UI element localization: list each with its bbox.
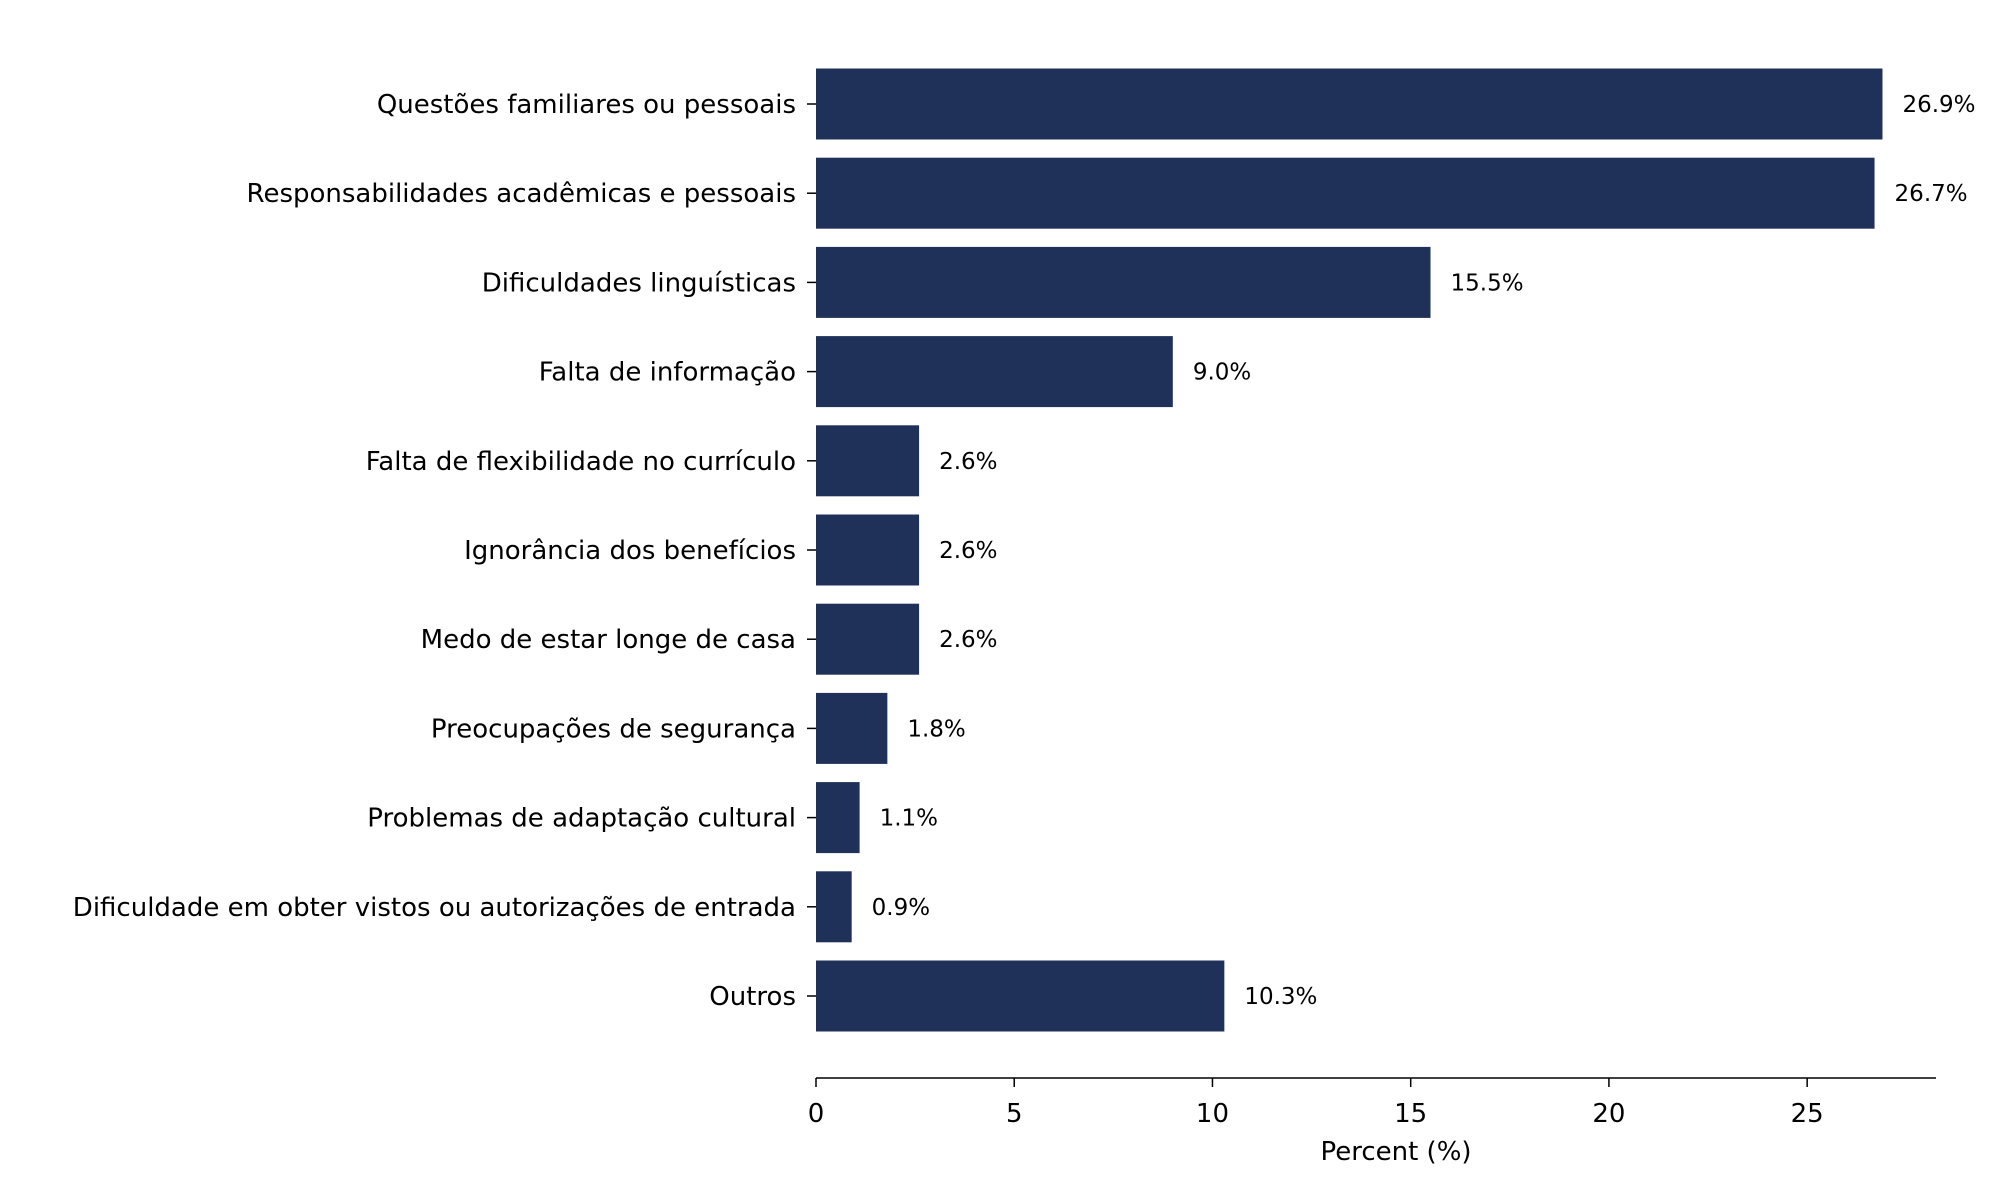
data-label: 1.1% — [880, 806, 938, 832]
category-label: Dificuldade em obter vistos ou autorizaç… — [73, 893, 796, 923]
bar — [816, 603, 920, 675]
data-label: 9.0% — [1193, 360, 1251, 386]
data-label: 26.9% — [1902, 92, 1975, 118]
category-label: Falta de flexibilidade no currículo — [366, 447, 796, 477]
value-labels-group: 26.9% 26.7% 15.5% 9.0% 2.6% 2.6% 2.6% 1.8% 1.1% 0… — [872, 92, 1976, 1010]
x-tick-label: 10 — [1196, 1099, 1229, 1129]
category-label: Responsabilidades acadêmicas e pessoais — [247, 179, 796, 209]
bar — [816, 336, 1173, 408]
category-label: Outros — [709, 982, 796, 1012]
bar — [816, 425, 920, 497]
x-tick-label: 20 — [1592, 1099, 1625, 1129]
category-label: Dificuldades linguísticas — [482, 268, 796, 298]
category-label: Ignorância dos benefícios — [464, 536, 796, 566]
data-label: 26.7% — [1895, 181, 1968, 207]
bar — [816, 782, 860, 854]
data-label: 10.3% — [1244, 984, 1317, 1010]
x-axis-title: Percent (%) — [1320, 1137, 1471, 1167]
data-label: 1.8% — [907, 716, 965, 742]
x-tick-label: 25 — [1791, 1099, 1824, 1129]
bar — [816, 960, 1225, 1032]
category-label: Medo de estar longe de casa — [421, 625, 796, 655]
data-label: 0.9% — [872, 895, 930, 921]
data-label: 15.5% — [1451, 270, 1524, 296]
x-tick-label: 15 — [1394, 1099, 1427, 1129]
bar — [816, 692, 888, 764]
bar — [816, 871, 852, 943]
bar — [816, 246, 1431, 318]
category-labels-group: Questões familiares ou pessoais Responsab… — [73, 90, 816, 1012]
bar — [816, 514, 920, 586]
x-tick-label: 0 — [808, 1099, 825, 1129]
category-label: Preocupações de segurança — [431, 714, 796, 744]
bar — [816, 157, 1875, 229]
bar — [816, 68, 1883, 140]
data-label: 2.6% — [939, 627, 997, 653]
bars-group — [816, 68, 1883, 1032]
category-label: Falta de informação — [539, 358, 796, 388]
x-axis: 0 5 10 15 20 25 — [808, 1077, 1936, 1129]
category-label: Questões familiares ou pessoais — [377, 90, 796, 120]
data-label: 2.6% — [939, 449, 997, 475]
x-tick-label: 5 — [1006, 1099, 1023, 1129]
data-label: 2.6% — [939, 538, 997, 564]
category-label: Problemas de adaptação cultural — [367, 804, 796, 834]
